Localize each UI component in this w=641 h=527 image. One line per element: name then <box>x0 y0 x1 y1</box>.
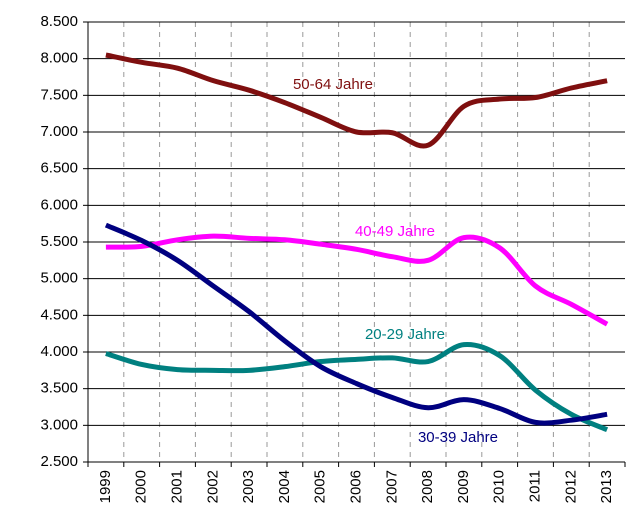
x-tick-label: 2000 <box>133 470 150 503</box>
x-tick-label: 2007 <box>383 470 400 503</box>
y-tick-label: 5.000 <box>40 270 78 287</box>
series-line <box>105 52 608 149</box>
series-line <box>105 233 609 327</box>
x-tick-label: 2013 <box>598 470 615 503</box>
y-tick-label: 5.500 <box>40 233 78 250</box>
x-tick-label: 2009 <box>455 470 472 503</box>
series-line <box>105 342 609 433</box>
series-label: 20-29 Jahre <box>365 326 445 343</box>
x-tick-label: 2002 <box>204 470 221 503</box>
series-label: 30-39 Jahre <box>418 429 498 446</box>
y-tick-label: 7.000 <box>40 123 78 140</box>
x-tick-label: 2008 <box>419 470 436 503</box>
y-tick-label: 2.500 <box>40 453 78 470</box>
x-tick-label: 2004 <box>276 470 293 503</box>
y-tick-label: 3.500 <box>40 380 78 397</box>
x-tick-label: 2012 <box>562 470 579 503</box>
x-tick-label: 2006 <box>347 470 364 503</box>
y-tick-label: 7.500 <box>40 86 78 103</box>
y-tick-label: 6.500 <box>40 160 78 177</box>
x-tick-label: 2011 <box>526 470 543 502</box>
y-tick-label: 6.000 <box>40 196 78 213</box>
series-line <box>104 222 608 426</box>
x-tick-label: 2010 <box>491 470 508 503</box>
y-tick-label: 8.500 <box>40 13 78 30</box>
y-tick-label: 4.000 <box>40 343 78 360</box>
x-tick-label: 1999 <box>97 470 114 503</box>
x-tick-label: 2003 <box>240 470 257 503</box>
x-tick-label: 2001 <box>168 470 185 503</box>
series-label: 50-64 Jahre <box>293 76 373 93</box>
series-label: 40-49 Jahre <box>355 223 435 240</box>
y-tick-label: 8.000 <box>40 50 78 67</box>
y-tick-label: 3.000 <box>40 416 78 433</box>
x-tick-label: 2005 <box>312 470 329 503</box>
y-tick-label: 4.500 <box>40 306 78 323</box>
